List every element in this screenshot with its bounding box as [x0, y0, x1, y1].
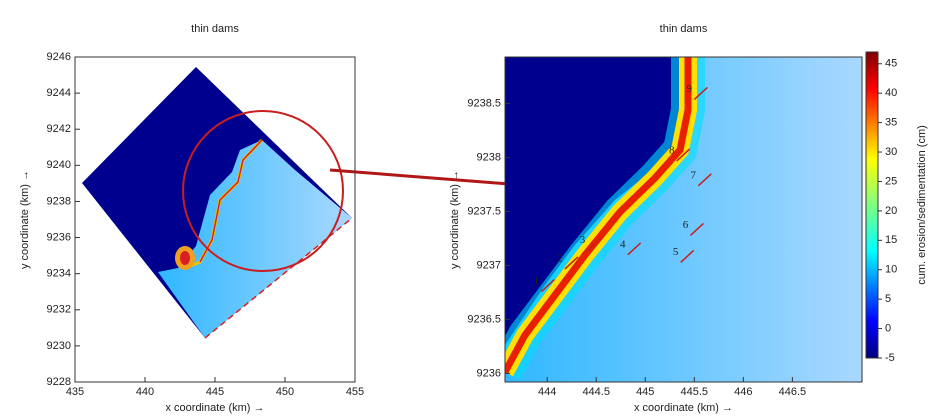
thin-dam — [564, 256, 579, 270]
y-tick-label: 9234 — [47, 268, 71, 280]
annotation: 2 — [557, 252, 563, 264]
colorbar-tick-label: 15 — [885, 234, 897, 246]
thin-dam — [586, 238, 601, 252]
x-axis-label: x coordinate (km) → — [165, 402, 264, 414]
x-tick-label: 444 — [538, 386, 556, 398]
thin-dam — [693, 86, 708, 100]
thin-dam — [540, 279, 555, 293]
x-tick-label: 445 — [636, 386, 654, 398]
left-map — [82, 67, 353, 339]
x-axis-label: x coordinate (km) → — [634, 402, 733, 414]
x-tick-label: 445 — [206, 386, 224, 398]
y-tick-label: 9230 — [47, 340, 71, 352]
colorbar-tick-label: 10 — [885, 264, 897, 276]
y-axis-label: y coordinate (km) → — [449, 170, 461, 269]
annotation: 8 — [669, 144, 675, 156]
annotation: 1 — [534, 275, 540, 287]
colorbar-label: cum. erosion/sedimentation (cm) — [916, 125, 928, 285]
x-tick-label: 444.5 — [582, 386, 610, 398]
x-tick-label: 435 — [66, 386, 84, 398]
x-tick-label: 445.5 — [681, 386, 709, 398]
thin-dam — [689, 222, 704, 236]
y-tick-label: 9232 — [47, 304, 71, 316]
right-map — [505, 57, 862, 382]
annotation: 3 — [580, 234, 586, 246]
annotation: 7 — [691, 169, 697, 181]
chart-title: thin dams — [660, 23, 708, 35]
plot-frame — [504, 56, 863, 383]
y-tick-label: 9238 — [47, 195, 71, 207]
y-tick-label: 9237 — [477, 259, 501, 271]
y-tick-label: 9242 — [47, 123, 71, 135]
thin-dam — [697, 173, 712, 187]
y-axis-label: y coordinate (km) → — [19, 170, 31, 269]
x-tick-label: 446.5 — [779, 386, 807, 398]
thin-dam — [676, 148, 691, 162]
annotation: 6 — [683, 219, 689, 231]
y-tick-label: 9246 — [47, 51, 71, 63]
colorbar-tick-label: 5 — [885, 293, 891, 305]
y-tick-label: 9236.5 — [467, 313, 501, 325]
x-tick-label: 446 — [734, 386, 752, 398]
colorbar-tick-label: -5 — [885, 352, 895, 364]
x-tick-label: 440 — [136, 386, 154, 398]
x-tick-label: 450 — [276, 386, 294, 398]
colorbar-tick-label: 25 — [885, 175, 897, 187]
colorbar-tick-label: 30 — [885, 146, 897, 158]
thin-dam — [680, 249, 695, 263]
y-tick-label: 9237.5 — [467, 205, 501, 217]
y-tick-label: 9236 — [47, 231, 71, 243]
colorbar-tick-label: 45 — [885, 58, 897, 70]
x-tick-label: 455 — [346, 386, 364, 398]
colorbar-tick-label: 0 — [885, 322, 891, 334]
annotation: 9 — [687, 83, 693, 95]
annotation: 5 — [673, 246, 679, 258]
y-tick-label: 9238 — [477, 151, 501, 163]
y-tick-label: 9240 — [47, 159, 71, 171]
y-tick-label: 9236 — [477, 367, 501, 379]
y-tick-label: 9228 — [47, 376, 71, 388]
colorbar-tick-label: 20 — [885, 205, 897, 217]
annotation: 4 — [620, 238, 626, 250]
thin-dam — [627, 242, 642, 256]
y-tick-label: 9238.5 — [467, 97, 501, 109]
colorbar — [865, 51, 879, 359]
colorbar-tick-label: 40 — [885, 87, 897, 99]
colorbar-tick-label: 35 — [885, 117, 897, 129]
chart-title: thin dams — [191, 23, 239, 35]
y-tick-label: 9244 — [47, 87, 71, 99]
